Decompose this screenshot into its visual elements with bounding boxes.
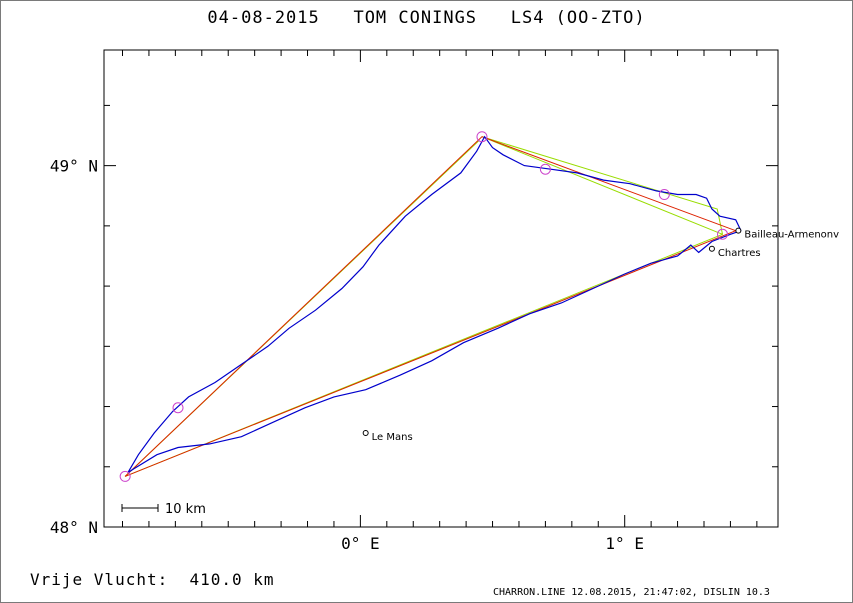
turnpoint-markers	[119, 131, 728, 482]
axis-tick-labels: 0° E 1° E 48° N 49° N	[50, 157, 644, 553]
city-markers: Bailleau-Armenonv Chartres Le Mans	[362, 227, 839, 443]
city-dot	[735, 227, 742, 234]
axis-ticks	[104, 50, 778, 528]
city-label: Le Mans	[372, 432, 413, 443]
chart-title: 04-08-2015 TOM CONINGS LS4 (OO-ZTO)	[207, 8, 646, 28]
credit-line: CHARRON.LINE 12.08.2015, 21:47:02, DISLI…	[493, 587, 770, 598]
turnpoint-circle	[716, 228, 728, 240]
scale-bar: 10 km	[121, 502, 206, 517]
turnpoint-circle	[476, 131, 488, 143]
free-flight-distance: Vrije Vlucht: 410.0 km	[30, 570, 275, 589]
x-tick-label: 1° E	[605, 534, 644, 553]
city-label: Bailleau-Armenonv	[744, 230, 839, 241]
optimized-course-line	[124, 136, 724, 477]
declared-course-line	[124, 136, 736, 477]
scale-bar-label: 10 km	[165, 502, 206, 517]
city-dot	[362, 430, 369, 437]
y-tick-label: 48° N	[50, 518, 98, 537]
plot-area	[103, 49, 779, 528]
turnpoint-circle	[539, 163, 551, 175]
city-label: Chartres	[718, 248, 761, 259]
x-tick-label: 0° E	[341, 534, 380, 553]
flight-lines	[124, 135, 742, 477]
turnpoint-circle	[658, 189, 670, 201]
city-dot	[708, 245, 715, 252]
turnpoint-circle	[172, 402, 184, 414]
y-tick-label: 49° N	[50, 157, 98, 176]
gps-track-line	[127, 135, 742, 474]
turnpoint-circle	[119, 470, 131, 482]
